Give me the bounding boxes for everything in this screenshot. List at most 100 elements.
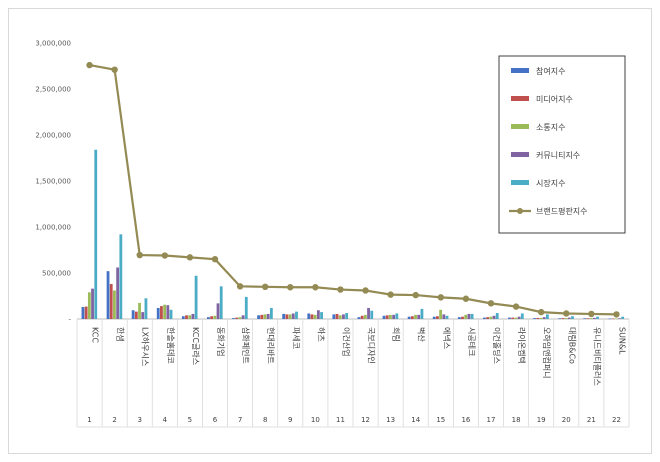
line-point [487,300,495,307]
bar [285,314,289,319]
bar [282,313,286,319]
rank-label: 9 [288,416,292,424]
rank-label: 4 [163,416,168,424]
line-point [412,291,419,299]
bar [511,317,515,319]
bar [407,316,411,319]
x-tick-label: 유니드비티플러스 [592,327,602,386]
line-point [136,251,143,259]
bar [188,315,192,319]
bar [395,313,399,319]
x-tick-label: 벽산 [417,327,427,342]
bar [106,271,110,319]
legend-label: 미디어지수 [536,94,573,104]
legend-swatch [511,68,529,73]
bar [467,313,471,319]
bar [345,313,349,319]
rank-label: 1 [87,416,91,424]
rank-label: 20 [562,416,571,424]
bar [291,313,295,319]
rank-label: 14 [411,416,420,424]
rank-label: 16 [461,416,470,424]
x-tick-label: KCC글라스 [191,327,200,365]
legend-box [498,55,626,234]
x-tick-label: LX하우시스 [141,327,151,366]
bar [442,314,446,319]
x-axis-labels: KCC 1 한샘 2 LX하우시스 3 한솔홈데코 4 KCC글라스 5 동화기업 6 삼화페인트 7 현대… [87,327,626,424]
bar [169,309,173,319]
bar [160,306,163,319]
x-tick-label: SUN&L [617,327,626,355]
bar [558,318,562,319]
bar [134,311,138,319]
line-path [89,63,617,316]
line-point [588,310,595,318]
bar [520,313,524,319]
bar [91,288,94,319]
bar [81,307,85,319]
line-point [337,286,344,293]
bar [492,315,496,319]
bar [363,314,367,319]
bar [564,318,568,319]
legend-label: 참여지수 [536,66,565,76]
bar [342,314,345,319]
bar [611,318,615,320]
bar [571,316,574,319]
x-tick-label: 국보디자인 [367,327,377,364]
rank-label: 18 [512,416,521,424]
bar [614,318,618,320]
x-tick-label: 에넥스 [442,327,452,349]
bar [489,316,493,319]
bar [84,306,88,319]
bar [589,318,593,319]
bar [542,317,546,319]
legend-label: 커뮤니티지수 [536,150,580,160]
bar [191,313,195,319]
bar [621,316,625,319]
bar [436,316,439,319]
bar [457,317,461,319]
legend-label: 브랜드평판지수 [536,206,588,216]
bar [307,313,311,319]
bar [185,315,188,319]
line-point [312,284,319,291]
rank-label: 7 [238,416,242,424]
bar [338,315,342,319]
bar [382,315,386,319]
rank-label: 8 [263,416,267,424]
rank-label: 10 [311,416,320,424]
x-tick-label: 삼화페인트 [241,327,251,364]
x-tick-label: 이건홀딩스 [492,327,502,364]
chart-frame: - 500,000 1,000,000 1,500,000 2,000,000 2,500… [8,8,652,454]
bar [561,318,565,319]
bar [257,315,260,319]
line-point [236,283,244,290]
rank-label: 13 [386,416,395,424]
bar [618,318,621,319]
bar [417,314,421,319]
bar [109,284,113,319]
bar [210,316,213,319]
legend-swatch [511,152,529,157]
y-tick-label: - [68,316,71,324]
bar [410,316,414,319]
bar [533,318,536,319]
bar [166,305,170,319]
chart-svg: - 500,000 1,000,000 1,500,000 2,000,000 2,500… [35,40,630,428]
legend-label: 시장지수 [536,178,565,188]
line-point [261,283,269,290]
bar [439,309,443,319]
line-point [462,295,470,302]
line-point [512,303,520,310]
bar [370,310,374,319]
rank-label: 6 [213,416,218,424]
bar [592,317,596,319]
line-point [287,284,294,291]
bar [567,317,571,319]
bar [216,303,220,319]
x-tick-label: 라이온켐텍 [517,327,527,364]
x-tick-label: 하츠 [316,327,326,342]
bar [367,307,370,319]
x-tick-label: 대림B&Co [567,327,577,364]
